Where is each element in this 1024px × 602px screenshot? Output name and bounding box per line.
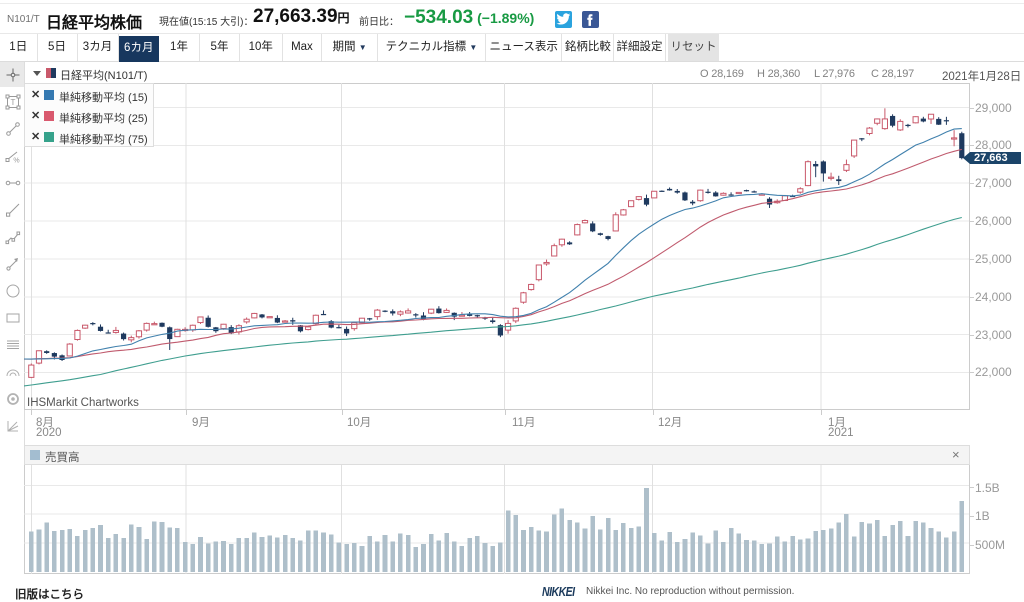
svg-text:T: T: [11, 98, 16, 107]
svg-text:%: %: [13, 157, 19, 164]
